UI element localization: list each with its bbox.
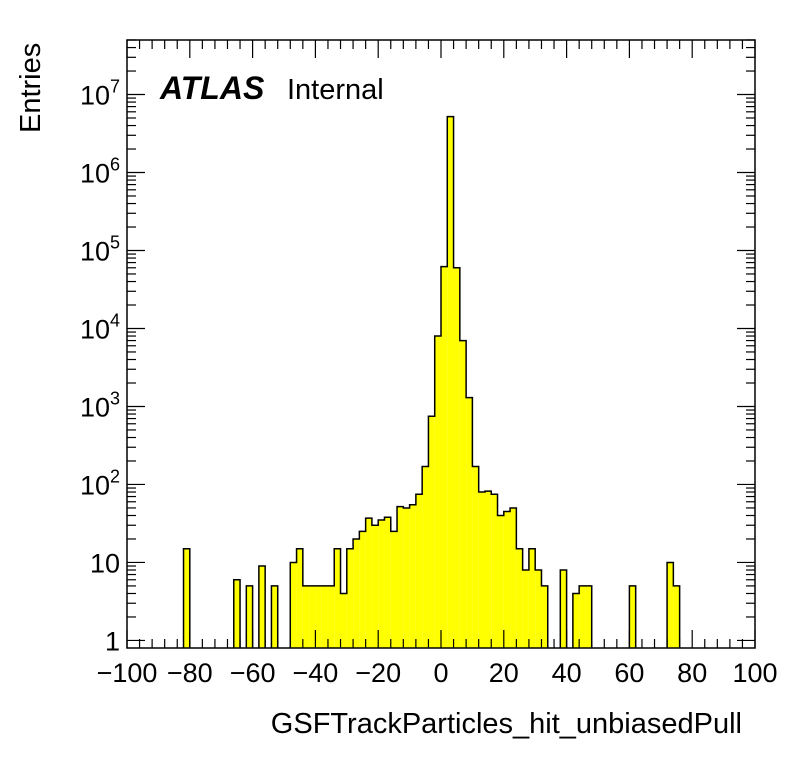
y-tick-label: 10 (90, 548, 120, 578)
histogram-bar-12 (334, 548, 341, 648)
histogram-bar-46 (560, 570, 567, 648)
x-tick-labels: −100 −80 −60 −40 −20 0 20 40 60 80 100 (97, 658, 778, 688)
histogram-bar-15 (353, 538, 360, 648)
x-tick-label: 80 (677, 658, 707, 688)
x-tick-label: −60 (230, 658, 276, 688)
histogram-bar-1 (233, 579, 241, 648)
x-tick-label: −20 (355, 658, 401, 688)
x-tick-label: −100 (97, 658, 158, 688)
histogram-bar-28 (434, 336, 441, 648)
histogram-bar-49 (585, 585, 592, 648)
histogram-bar-43 (528, 548, 536, 648)
status-label: Internal (287, 74, 384, 106)
histogram-bar-42 (522, 570, 529, 648)
histogram-bar-41 (516, 548, 523, 648)
histogram-outline (182, 115, 681, 648)
histogram-bar-26 (422, 466, 429, 648)
y-tick-label: 103 (80, 388, 120, 422)
histogram-bar-31 (453, 267, 460, 648)
histogram-bar-33 (466, 397, 473, 648)
experiment-label: ATLAS (159, 70, 265, 106)
histogram-bar-39 (503, 511, 511, 648)
y-tick-labels: 1 10 102 103 104 105 106 107 (80, 77, 120, 657)
histogram-bar-34 (472, 466, 479, 648)
plot-frame (126, 39, 756, 649)
histogram-bar-4 (271, 585, 278, 648)
histogram-bar-9 (315, 585, 322, 648)
histogram-bar-5 (290, 562, 297, 648)
y-tick-label: 107 (80, 77, 120, 111)
x-tick-label: 20 (489, 658, 519, 688)
histogram-bar-19 (378, 520, 385, 648)
y-tick-label: 106 (80, 155, 120, 189)
histogram-bar-2 (246, 585, 253, 648)
y-tick-label: 105 (80, 232, 120, 266)
histogram-bar-6 (296, 548, 303, 648)
histogram-bar-20 (384, 517, 391, 648)
histogram-bar-22 (397, 506, 404, 648)
histogram-bar-36 (484, 491, 492, 648)
histogram-bar-50 (629, 585, 636, 648)
histogram-bar-52 (673, 585, 680, 648)
axis-ticks (126, 39, 756, 648)
x-axis-label: GSFTrackParticles_hit_unbiasedPull (271, 708, 742, 740)
histogram-bar-24 (409, 504, 416, 648)
y-axis-label: Entries (15, 43, 47, 133)
histogram-bar-23 (403, 507, 410, 648)
histogram-bar-51 (667, 562, 674, 648)
x-tick-label: 60 (614, 658, 644, 688)
histogram-bar-25 (415, 494, 423, 648)
histogram-bar-45 (541, 585, 548, 648)
histogram-bar-3 (258, 566, 266, 648)
histogram-bar-32 (459, 340, 467, 648)
histogram-bar-27 (428, 416, 435, 648)
histogram-bar-35 (478, 492, 485, 648)
y-tick-label: 102 (80, 466, 120, 500)
histogram-bar-18 (371, 525, 379, 648)
histogram-bar-10 (321, 585, 328, 648)
y-tick-label: 104 (80, 310, 120, 344)
x-tick-label: 40 (552, 658, 582, 688)
histogram-bar-0 (183, 548, 190, 648)
histogram-bins (183, 116, 680, 648)
histogram-bar-17 (365, 518, 372, 648)
histogram-bar-11 (327, 585, 335, 648)
histogram-bar-48 (579, 585, 586, 648)
histogram-bar-30 (447, 116, 454, 648)
histogram-bar-38 (497, 515, 504, 648)
histogram-bar-47 (572, 593, 580, 648)
histogram-bar-13 (340, 593, 347, 648)
x-tick-label: 0 (433, 658, 448, 688)
histogram-bar-29 (441, 266, 448, 648)
histogram-bar-7 (302, 585, 310, 648)
x-tick-label: 100 (732, 658, 777, 688)
histogram-bar-21 (390, 531, 398, 648)
x-tick-label: −80 (167, 658, 213, 688)
histogram-bar-40 (510, 507, 517, 648)
histogram-bar-14 (346, 548, 354, 648)
histogram-bar-8 (309, 585, 316, 648)
histogram-bar-16 (359, 531, 366, 648)
y-tick-label: 1 (105, 626, 120, 656)
histogram-bar-44 (535, 570, 542, 648)
x-tick-label: −40 (292, 658, 338, 688)
histogram-bar-37 (491, 494, 498, 648)
